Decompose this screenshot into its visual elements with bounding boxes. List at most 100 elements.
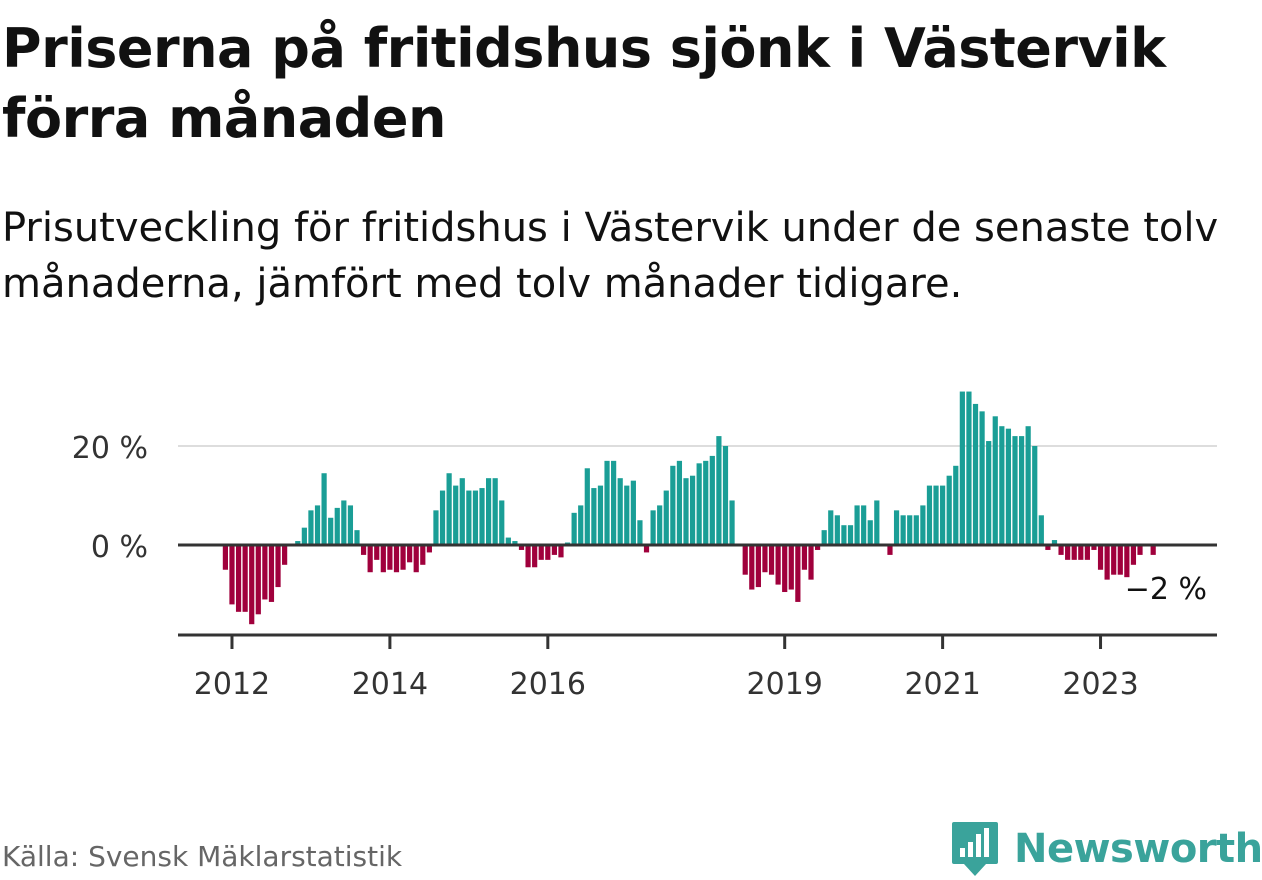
bar [775,545,781,585]
bar [479,488,485,545]
bar [979,411,985,545]
bar [703,460,709,545]
bar [841,525,847,545]
bar [887,545,893,555]
bar [472,490,479,545]
axes [178,543,1217,649]
bar [709,455,715,545]
bar [1104,545,1110,580]
bar [986,441,992,545]
chart-title: Priserna på fritidshus sjönk i Västervik… [2,17,1166,150]
bar [1137,545,1143,555]
bar [650,510,656,545]
bar [334,507,340,546]
bar [716,436,722,545]
bar [854,505,860,545]
bar [722,446,729,545]
bar [492,478,498,546]
bar [255,545,261,615]
bar [762,545,768,573]
bar [946,475,952,545]
bar [828,510,834,545]
bar [1058,545,1064,555]
bar [387,545,393,570]
bar [624,485,630,545]
bar [538,545,544,560]
bar [551,545,557,555]
bar [374,545,380,560]
brand-name: Newsworthy [1014,826,1262,872]
x-tick-label: 2023 [1062,667,1138,702]
brand: Newsworthy [950,818,1262,880]
bar [933,485,939,545]
bar [262,545,268,600]
x-tick-label: 2014 [352,667,428,702]
bar [959,391,965,545]
bar [578,505,584,545]
bar [1065,545,1071,560]
bar [360,545,367,555]
newsworthy-logo-icon [952,822,998,876]
bar [867,520,873,545]
bar [1111,545,1117,575]
bar [1032,446,1038,545]
bar [407,545,413,563]
bar [1084,545,1090,560]
bar [992,416,998,545]
bar [611,460,617,545]
bar [1071,545,1077,560]
bar [617,478,623,546]
bar [1012,436,1018,545]
bar [321,473,327,546]
bar [768,545,775,575]
bar [782,545,788,593]
bar [308,510,314,545]
bar [301,527,307,545]
bars [222,391,1156,625]
bar [729,500,735,545]
bar [591,488,597,545]
bar [242,545,248,612]
bar [696,463,702,545]
bar [815,545,821,550]
bar [439,490,446,545]
bar [433,510,439,545]
bar [505,537,511,546]
bar [834,515,840,545]
y-tick-label: 0 % [91,530,148,565]
bar [749,545,755,590]
bar [413,545,419,573]
bar [676,460,683,545]
bar [1005,428,1012,546]
x-tick-label: 2016 [510,667,586,702]
bar [499,500,505,545]
source-note: Källa: Svensk Mäklarstatistik [2,840,403,873]
bar [235,545,242,612]
bar [874,500,880,545]
bar [393,545,400,573]
bar [966,391,972,545]
bar [1045,545,1051,550]
bar [525,545,531,568]
bar [380,545,386,573]
bar [347,505,354,545]
bar [459,478,465,546]
bar [657,505,663,545]
bar [1091,545,1097,550]
x-tick-label: 2021 [904,667,980,702]
bar [222,545,228,570]
bar [518,545,525,550]
bar [788,545,794,590]
bar [801,545,808,570]
bar [295,541,301,545]
bar [604,460,610,545]
bar [683,478,689,546]
bar [808,545,814,580]
bar [913,515,919,545]
x-tick-label: 2012 [194,667,270,702]
bar [426,545,432,553]
bar [597,485,604,545]
bar [249,545,255,625]
bar [670,465,676,545]
bar [400,545,406,570]
